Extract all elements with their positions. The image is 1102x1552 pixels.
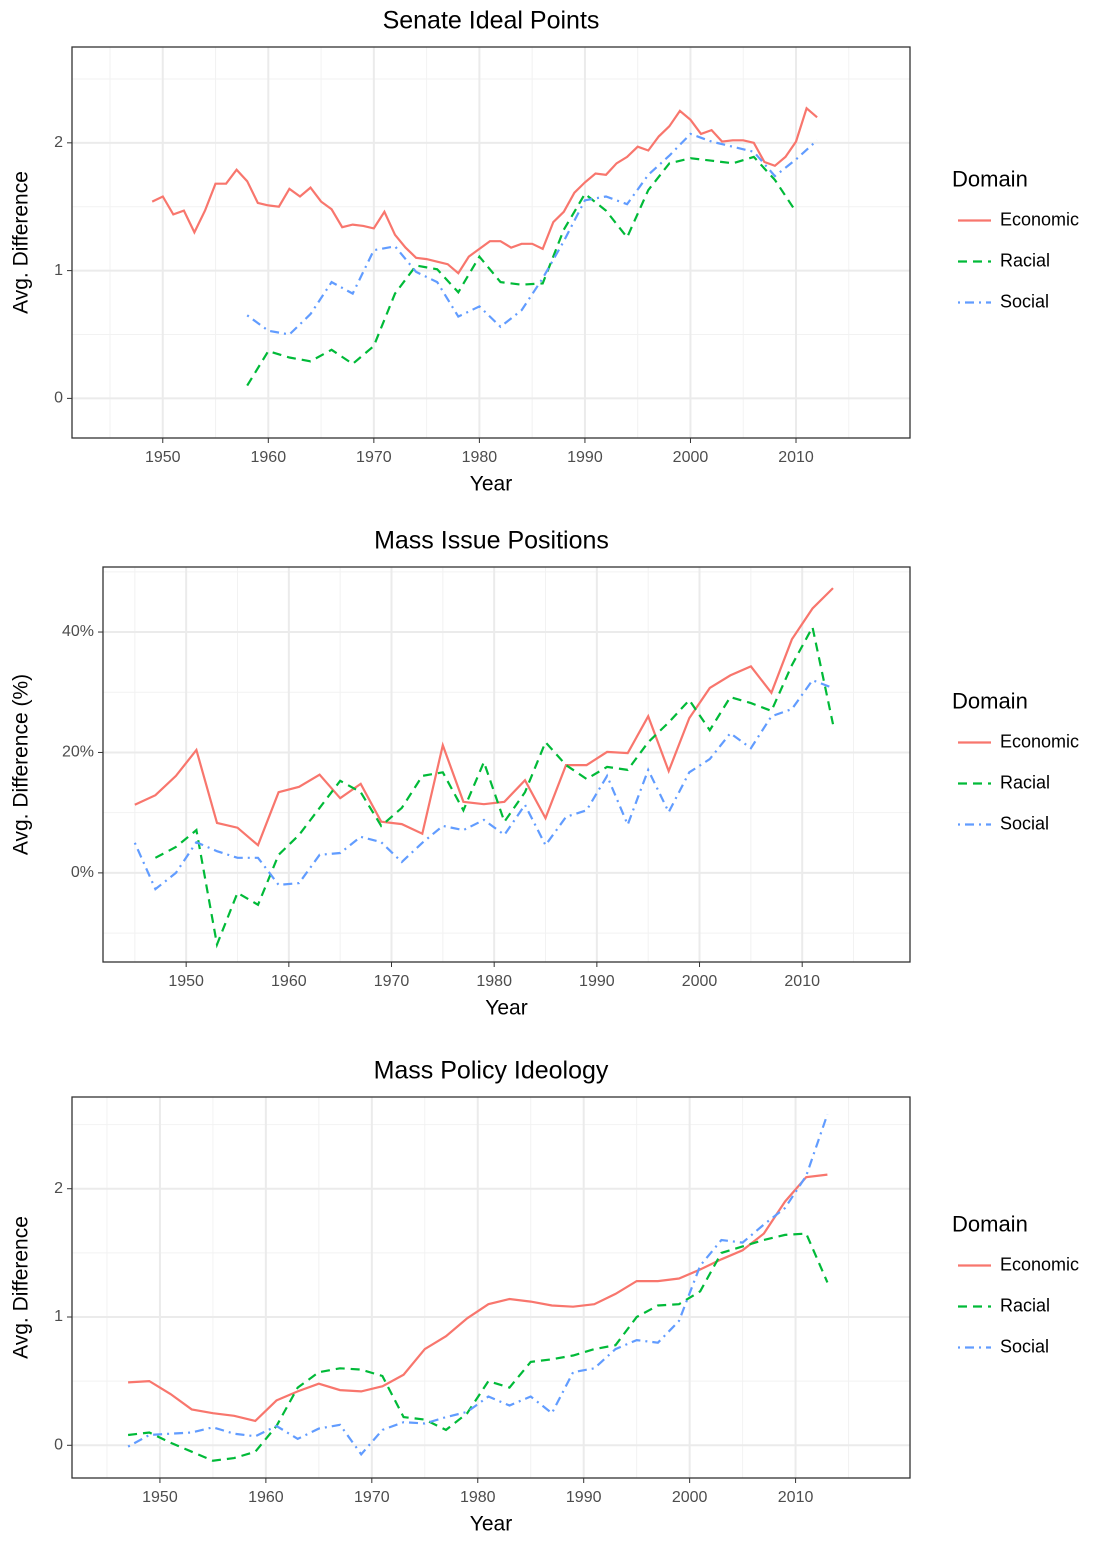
chart-title: Senate Ideal Points (383, 7, 600, 35)
legend-label: Social (1000, 1336, 1049, 1356)
series-line (127, 1113, 829, 1457)
legend-label: Racial (1000, 250, 1050, 270)
x-tick-label: 2010 (778, 1489, 814, 1506)
y-tick-label: 1 (54, 262, 63, 279)
panel: 1950 1960 1970 1980 1990 2000 2010 0 1 2 Senate Id… (10, 7, 1079, 496)
plot-background (72, 1097, 910, 1478)
y-axis-title: Avg. Difference (10, 1216, 33, 1359)
plot-background (103, 567, 910, 962)
x-tick-label: 1960 (271, 973, 307, 990)
y-tick-label: 1 (54, 1308, 63, 1325)
y-tick-label: 0 (54, 1437, 63, 1454)
legend-label: Economic (1000, 1254, 1079, 1274)
x-tick-label: 1960 (251, 449, 287, 466)
y-tick-label: 0% (71, 864, 94, 881)
x-tick-label: 1990 (567, 449, 603, 466)
x-tick-label: 2010 (784, 973, 820, 990)
plot-border (71, 46, 911, 439)
series-line (128, 1173, 828, 1423)
x-tick-label: 2000 (682, 973, 718, 990)
plot-background (72, 47, 910, 438)
x-tick-label: 1990 (566, 1489, 602, 1506)
series-line (246, 132, 818, 336)
legend-label: Economic (1000, 731, 1079, 751)
x-tick-label: 2000 (673, 449, 709, 466)
series-line (134, 587, 834, 848)
legend-label: Racial (1000, 772, 1050, 792)
series-line (127, 1232, 829, 1462)
y-tick-label: 20% (62, 744, 94, 761)
x-tick-label: 2000 (672, 1489, 708, 1506)
legend-label: Racial (1000, 1295, 1050, 1315)
series-line (154, 624, 835, 949)
x-tick-label: 2010 (778, 449, 814, 466)
y-tick-label: 40% (62, 623, 94, 640)
x-axis-title: Year (470, 1513, 512, 1536)
x-tick-label: 1980 (460, 1489, 496, 1506)
y-axis-title: Avg. Difference (%) (10, 674, 33, 855)
plot-border (71, 1096, 911, 1479)
chart-title: Mass Policy Ideology (374, 1057, 609, 1085)
plot-border (102, 566, 911, 963)
x-tick-label: 1960 (248, 1489, 284, 1506)
legend-title: Domain (952, 166, 1028, 191)
y-axis-title: Avg. Difference (10, 171, 33, 314)
legend-label: Social (1000, 813, 1049, 833)
x-axis-title: Year (485, 997, 527, 1020)
panel: 1950 1960 1970 1980 1990 2000 2010 0% 20% 40% Mass… (10, 527, 1079, 1020)
y-tick-label: 0 (54, 390, 63, 407)
chart-title: Mass Issue Positions (374, 527, 609, 555)
x-tick-label: 1980 (462, 449, 498, 466)
y-tick-label: 2 (54, 1180, 63, 1197)
legend-title: Domain (952, 688, 1028, 713)
y-tick-label: 2 (54, 134, 63, 151)
x-tick-label: 1990 (579, 973, 615, 990)
legend-label: Economic (1000, 209, 1079, 229)
x-tick-label: 1970 (374, 973, 410, 990)
legend-title: Domain (952, 1211, 1028, 1236)
x-axis-title: Year (470, 473, 512, 496)
x-tick-label: 1950 (145, 449, 181, 466)
x-tick-label: 1980 (476, 973, 512, 990)
x-tick-label: 1950 (142, 1489, 178, 1506)
x-tick-label: 1970 (354, 1489, 390, 1506)
x-tick-label: 1950 (168, 973, 204, 990)
series-line (133, 678, 834, 891)
panel: 1950 1960 1970 1980 1990 2000 2010 0 1 2 Mass Poli… (10, 1057, 1079, 1536)
legend-label: Social (1000, 291, 1049, 311)
series-line (151, 106, 818, 275)
x-tick-label: 1970 (356, 449, 392, 466)
